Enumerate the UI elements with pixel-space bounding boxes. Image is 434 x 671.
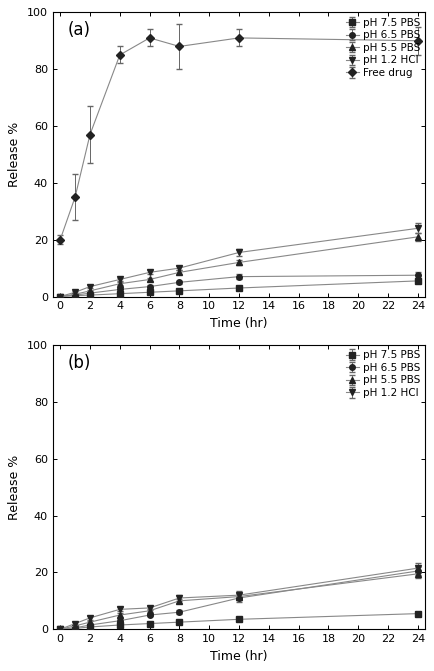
X-axis label: Time (hr): Time (hr) [210, 317, 268, 330]
Text: (a): (a) [68, 21, 91, 39]
Text: (b): (b) [68, 354, 91, 372]
X-axis label: Time (hr): Time (hr) [210, 650, 268, 663]
Y-axis label: Release %: Release % [8, 122, 21, 187]
Legend: pH 7.5 PBS, pH 6.5 PBS, pH 5.5 PBS, pH 1.2 HCl: pH 7.5 PBS, pH 6.5 PBS, pH 5.5 PBS, pH 1… [344, 348, 422, 400]
Y-axis label: Release %: Release % [8, 454, 21, 520]
Legend: pH 7.5 PBS, pH 6.5 PBS, pH 5.5 PBS, pH 1.2 HCl, Free drug: pH 7.5 PBS, pH 6.5 PBS, pH 5.5 PBS, pH 1… [344, 15, 422, 80]
